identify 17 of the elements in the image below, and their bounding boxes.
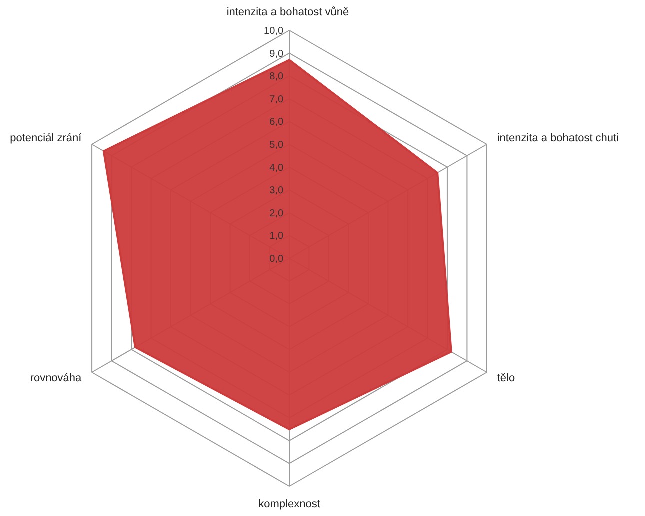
y-tick-label: 6,0 — [270, 117, 284, 128]
y-tick-label: 9,0 — [270, 48, 284, 60]
y-tick-label: 5,0 — [270, 140, 284, 151]
y-tick-label: 0,0 — [270, 254, 284, 265]
spoke-label: rovnováha — [30, 372, 83, 384]
y-tick-label: 1,0 — [270, 231, 284, 242]
y-tick-label: 8,0 — [270, 72, 284, 83]
y-tick-label: 4,0 — [270, 162, 284, 174]
spoke-label: komplexnost — [258, 498, 320, 510]
y-tick-label: 2,0 — [270, 208, 284, 220]
spoke-label: intenzita a bohatost chuti — [497, 132, 620, 144]
spoke-label: intenzita a bohatost vůně — [226, 6, 350, 18]
y-tick-label: 10,0 — [264, 26, 284, 37]
spoke-label: potenciál zrání — [10, 132, 83, 144]
y-tick-label: 3,0 — [270, 186, 284, 197]
spoke-label: tělo — [497, 372, 516, 384]
y-tick-label: 7,0 — [270, 94, 284, 106]
